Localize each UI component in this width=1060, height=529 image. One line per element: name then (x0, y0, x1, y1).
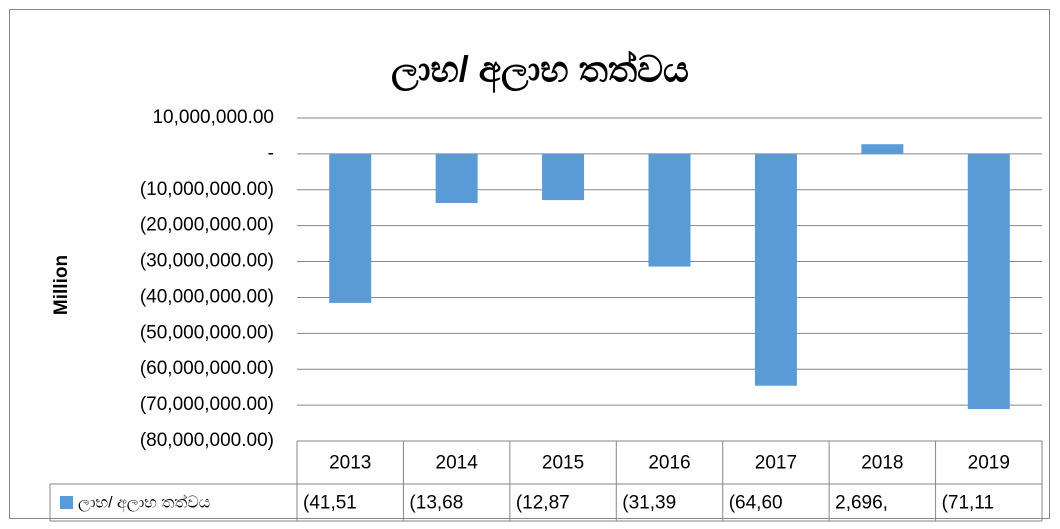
legend-key (60, 496, 73, 509)
chart-border (9, 9, 1050, 519)
y-tick-label: 10,000,000.00 (152, 107, 274, 128)
x-tick-label: 2019 (968, 453, 1010, 474)
data-table-value: (41,51 (303, 493, 357, 514)
data-table-value: (31,39 (622, 493, 676, 514)
y-tick-label: (40,000,000.00) (140, 286, 274, 307)
legend-label: ලාභ/ අලාභ තත්වය (78, 494, 210, 513)
bar (542, 153, 585, 201)
y-tick-label: (30,000,000.00) (140, 251, 274, 272)
y-tick-label: - (268, 143, 274, 164)
x-tick-label: 2016 (648, 453, 690, 474)
x-tick-label: 2015 (542, 453, 584, 474)
y-tick-label: (70,000,000.00) (140, 394, 274, 415)
x-tick-label: 2018 (861, 453, 903, 474)
bar (648, 153, 691, 267)
y-tick-label: (20,000,000.00) (140, 215, 274, 236)
x-tick-label: 2017 (755, 453, 797, 474)
y-tick-label: (10,000,000.00) (140, 179, 274, 200)
bar (329, 153, 372, 303)
chart-title: ලාභ/ අලාභ තත්වය (391, 49, 689, 94)
y-tick-label: (50,000,000.00) (140, 322, 274, 343)
data-table-value: (13,68 (409, 493, 463, 514)
x-tick-label: 2013 (329, 453, 371, 474)
data-table-value: (71,11 (942, 493, 994, 514)
y-tick-label: (60,000,000.00) (140, 358, 274, 379)
data-table-value: (12,87 (516, 493, 570, 514)
data-table-value: (64,60 (729, 493, 783, 514)
bar (754, 153, 797, 386)
bar (967, 153, 1010, 410)
bar (861, 144, 904, 154)
bar (435, 153, 478, 203)
data-table-value: 2,696, (835, 493, 888, 514)
y-axis-label: Million (51, 255, 72, 315)
y-tick-label: (80,000,000.00) (140, 430, 274, 451)
x-tick-label: 2014 (436, 453, 479, 474)
